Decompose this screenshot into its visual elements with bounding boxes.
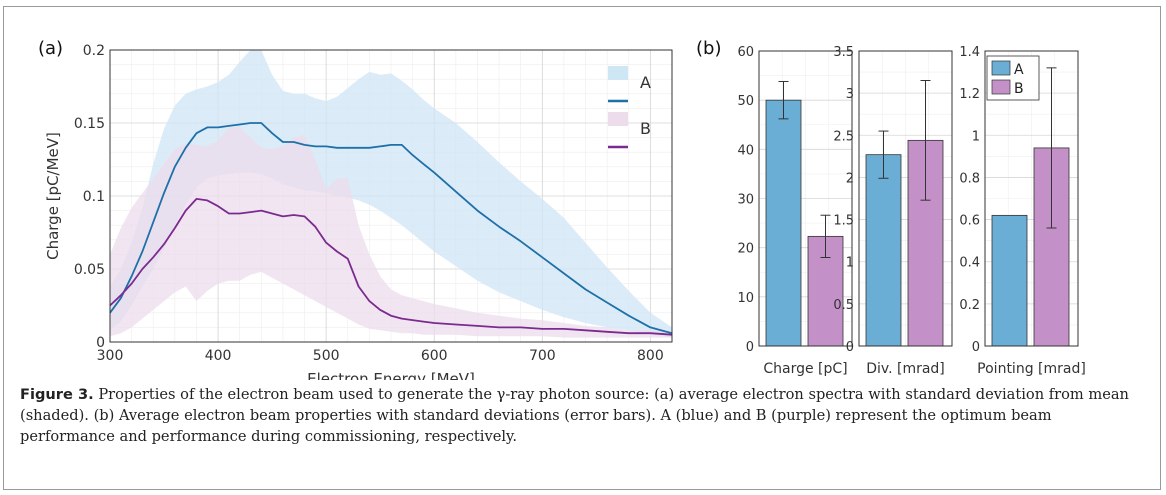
std-band-A (110, 50, 672, 338)
x-tick-label: 800 (637, 348, 664, 364)
y-tick-label: 0.1 (83, 189, 105, 205)
x-tick-label: 300 (97, 348, 124, 364)
bar-A (991, 214, 1028, 347)
bar-x-label: Pointing [mrad] (977, 361, 1086, 377)
y-tick-label: 60 (737, 45, 754, 60)
y-tick-label: 1 (846, 256, 854, 271)
y-tick-label: 0 (972, 340, 980, 355)
y-tick-label: 1.2 (959, 87, 980, 102)
plot-frame-b2 (858, 50, 953, 347)
legend-label-A: A (1014, 62, 1024, 78)
y-tick-label: 0.05 (74, 262, 105, 278)
y-tick-label: 50 (737, 94, 754, 109)
legend-label-B: B (640, 119, 651, 138)
plot-frame-a (109, 49, 673, 343)
y-tick-label: 0 (846, 340, 854, 355)
y-tick-label: 3.5 (833, 45, 854, 60)
figure-frame (3, 6, 1161, 490)
mean-line-A (109, 122, 673, 335)
plot-frame-b1 (758, 50, 853, 347)
bar-A (865, 154, 902, 347)
y-tick-label: 3 (846, 87, 854, 102)
y-tick-label: 1.4 (959, 45, 980, 60)
bar-A (765, 99, 802, 347)
caption-text: Properties of the electron beam used to … (20, 386, 1129, 445)
y-tick-label: 1.5 (833, 214, 854, 229)
legend-label-B: B (1014, 81, 1024, 97)
y-tick-label: 2 (846, 171, 854, 186)
bar-x-label: Div. [mrad] (866, 361, 945, 377)
y-tick-label: 0.8 (959, 171, 980, 186)
y-tick-label: 0.5 (833, 298, 854, 313)
legend-swatch-A (991, 60, 1011, 76)
y-tick-label: 0.6 (959, 214, 980, 229)
panel-label-a: (a) (38, 38, 63, 59)
figure-charts: 300 400 500 600 700 80000.050.10.150.2AB(a)El… (38, 38, 1086, 380)
y-tick-label: 0.15 (74, 116, 105, 132)
y-tick-label: 0.4 (959, 256, 980, 271)
y-tick-label: 2.5 (833, 129, 854, 144)
x-tick-label: 500 (313, 348, 340, 364)
y-tick-label: 0.2 (83, 43, 105, 59)
x-tick-label: 600 (421, 348, 448, 364)
y-tick-label: 10 (737, 291, 754, 306)
x-tick-label: 700 (529, 348, 556, 364)
caption-label: Figure 3. (20, 386, 94, 403)
panel-label-b: (b) (696, 38, 721, 59)
figure-caption: Figure 3. Properties of the electron bea… (20, 384, 1145, 447)
bar-x-label: Charge [pC] (763, 361, 847, 377)
mean-line-B (109, 198, 673, 336)
y-tick-label: 30 (737, 193, 754, 208)
y-tick-label: 40 (737, 143, 754, 158)
plot-frame-b3 (984, 50, 1079, 347)
y-tick-label: 0 (96, 335, 105, 351)
x-tick-label: 400 (205, 348, 232, 364)
legend-band-swatch-A (608, 66, 628, 80)
x-axis-label: Electron Energy [MeV] (307, 370, 475, 380)
std-band-B (110, 127, 672, 338)
y-tick-label: 0.2 (959, 298, 980, 313)
y-axis-label: Charge [pC/MeV] (44, 132, 62, 260)
y-tick-label: 1 (972, 129, 980, 144)
legend-band-swatch-B (608, 112, 628, 126)
legend-label-A: A (640, 73, 651, 92)
y-tick-label: 20 (737, 242, 754, 257)
legend-swatch-B (991, 79, 1011, 95)
y-tick-label: 0 (746, 340, 754, 355)
